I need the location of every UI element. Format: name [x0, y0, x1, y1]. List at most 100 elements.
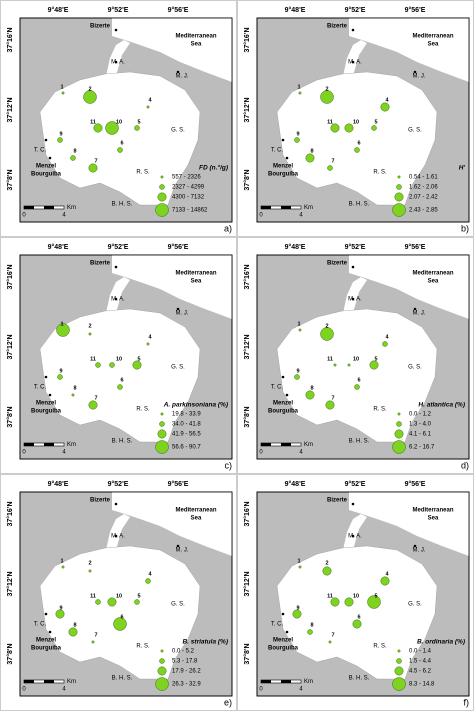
station — [93, 123, 103, 133]
station — [107, 597, 117, 607]
latitude-label: 37°16'N — [243, 264, 251, 289]
station-label: 2 — [88, 86, 91, 92]
legend-label: 4.5 - 6.2 — [409, 669, 432, 675]
panel-letter: c) — [225, 460, 233, 470]
town-marker — [176, 544, 180, 548]
place-name: T. C. — [271, 622, 284, 628]
place-name: Bizerte — [327, 498, 348, 504]
town-marker — [285, 393, 289, 397]
legend-symbol — [155, 677, 169, 691]
legend-label: 6.2 - 16.7 — [409, 445, 435, 451]
place-name: T. C. — [34, 148, 47, 154]
legend-label: 2.43 - 2.85 — [409, 208, 438, 214]
longitude-label: 9°56'E — [168, 6, 189, 14]
map-panel: 9°48'E 9°52'E 9°56'E 37°16'N 37°12'N 37°8'N Bi… — [0, 474, 237, 711]
station-label: 6 — [120, 614, 123, 620]
station — [71, 393, 75, 397]
place-name: R. S. — [373, 170, 387, 176]
channel — [343, 514, 367, 550]
longitude-label: 9°56'E — [405, 243, 426, 251]
legend-label: 0.0 - 1.2 — [409, 412, 432, 418]
station — [95, 599, 101, 605]
place-name: Menzel — [36, 401, 56, 407]
place-name: Sea — [191, 42, 202, 48]
sea — [349, 255, 469, 319]
station — [134, 125, 140, 131]
place-name: Sea — [428, 279, 439, 285]
station — [132, 360, 142, 370]
station-label: 11 — [327, 593, 333, 599]
scale-end: 4 — [62, 450, 66, 456]
station-label: 10 — [116, 356, 122, 362]
panel-letter: d) — [461, 460, 469, 470]
legend-label: 56.6 - 90.7 — [172, 445, 201, 451]
station — [344, 597, 354, 607]
scale-start: 0 — [22, 450, 26, 456]
legend-label: 4.1 - 6.1 — [409, 432, 432, 438]
scale-unit: Km — [304, 679, 313, 685]
legend-symbol — [160, 175, 164, 179]
frame — [256, 491, 470, 697]
place-name: Menzel — [273, 401, 293, 407]
town-marker — [48, 393, 52, 397]
longitude-label: 9°56'E — [168, 480, 189, 488]
station-label: 1 — [297, 558, 300, 564]
station — [380, 576, 390, 586]
legend-symbol — [157, 192, 167, 202]
town-marker — [114, 265, 118, 269]
station — [320, 327, 334, 341]
longitude-label: 9°52'E — [345, 480, 366, 488]
frame — [19, 254, 233, 460]
station-label: 7 — [94, 395, 97, 401]
legend-symbol — [394, 192, 404, 202]
place-name: Mediterranean — [175, 34, 216, 40]
legend-label: 0.0 - 5.2 — [172, 649, 195, 655]
place-name: T. C. — [34, 385, 47, 391]
longitude-label: 9°48'E — [48, 243, 69, 251]
sea — [349, 492, 469, 556]
station-label: 4 — [385, 97, 389, 103]
station — [134, 599, 140, 605]
town-marker — [351, 28, 355, 32]
station-label: 5 — [137, 593, 140, 599]
scale-bar-fill — [261, 206, 271, 209]
station — [70, 155, 76, 161]
place-name: M. A. — [348, 60, 362, 66]
station-label: 9 — [296, 605, 299, 611]
station-label: 9 — [59, 131, 62, 137]
longitude-label: 9°48'E — [48, 6, 69, 14]
scale-end: 4 — [62, 687, 66, 693]
place-name: G. S. — [408, 365, 422, 371]
town-marker — [114, 297, 118, 301]
station — [327, 165, 333, 171]
station-label: 8 — [73, 622, 76, 628]
channel — [106, 514, 130, 550]
scale-end: 4 — [299, 687, 303, 693]
station — [117, 147, 123, 153]
station-label: 11 — [90, 593, 96, 599]
legend-symbol — [397, 649, 401, 653]
latitude-label: 37°16'N — [6, 264, 14, 289]
station-label: 8 — [73, 148, 76, 154]
legend-label: 8.3 - 14.8 — [409, 682, 435, 688]
legend-symbol — [160, 412, 164, 416]
station-label: 8 — [73, 385, 76, 391]
station — [369, 360, 379, 370]
legend-title: H' — [459, 165, 466, 172]
legend-symbol — [396, 421, 402, 427]
channel — [343, 277, 367, 313]
station-label: 9 — [59, 605, 62, 611]
place-name: M. A. — [348, 297, 362, 303]
station-label: 4 — [148, 97, 152, 103]
legend-label: 2.07 - 2.42 — [409, 195, 438, 201]
place-name: R. S. — [136, 170, 150, 176]
latitude-label: 37°8'N — [6, 169, 14, 190]
station — [145, 578, 151, 584]
channel — [106, 40, 130, 76]
legend-symbol — [159, 658, 165, 664]
place-name: Bourguiba — [31, 172, 62, 178]
station — [298, 91, 302, 95]
legend-symbol — [394, 666, 404, 676]
station — [61, 565, 65, 569]
station-label: 8 — [310, 622, 313, 628]
